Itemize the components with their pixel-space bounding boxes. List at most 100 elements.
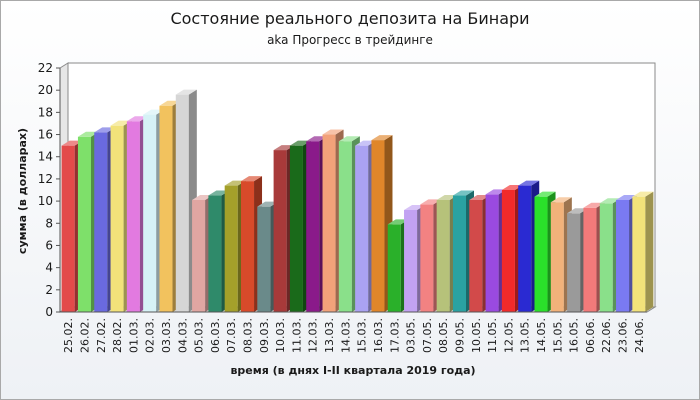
bar-top xyxy=(387,219,409,225)
x-tick-label: 05.03. xyxy=(193,318,206,353)
x-tick-label: 13.03. xyxy=(323,318,336,353)
bar-top xyxy=(208,190,230,196)
bar-top xyxy=(534,191,556,197)
y-tick-label: 8 xyxy=(45,216,53,230)
bar-top xyxy=(175,89,197,95)
y-tick-label: 2 xyxy=(45,283,53,297)
bar-front xyxy=(469,199,483,312)
x-tick-label: 07.03. xyxy=(225,318,238,353)
x-tick-label: 02.03. xyxy=(144,318,157,353)
bar-top xyxy=(583,202,605,208)
bar-front xyxy=(61,145,75,312)
x-tick-label: 03.05. xyxy=(405,318,418,353)
x-tick-label: 26.02. xyxy=(78,318,91,353)
bar-front xyxy=(452,195,467,312)
x-tick-label: 27.02. xyxy=(95,318,108,353)
bar-front xyxy=(110,125,124,312)
bar-top xyxy=(355,140,377,146)
bar-top xyxy=(192,194,214,200)
bar-front xyxy=(192,199,206,312)
x-tick-label: 06.06. xyxy=(584,318,597,353)
bar-front xyxy=(387,224,401,312)
y-tick-label: 16 xyxy=(38,128,53,142)
x-axis: 25.02. 26.02. 27.02. 28.02. 01.03. 02.03. 03.0… xyxy=(60,311,647,353)
x-tick-label: 08.05. xyxy=(437,318,450,353)
bar-front xyxy=(371,140,385,312)
bar-front xyxy=(338,141,352,312)
y-tick-label: 14 xyxy=(38,150,53,164)
x-tick-label: 07.05. xyxy=(421,318,434,353)
x-tick-label: 10.03. xyxy=(274,318,287,353)
x-tick-label: 11.05. xyxy=(486,318,499,353)
bar-top xyxy=(371,135,393,141)
bar-top xyxy=(240,176,263,182)
x-tick-label: 13.05. xyxy=(519,318,532,353)
x-tick-label: 17.03. xyxy=(388,318,401,353)
x-tick-label: 10.05. xyxy=(470,318,483,353)
y-axis-label: сумма (в долларах) xyxy=(16,128,29,254)
chart-title: Состояние реального депозита на Бинари xyxy=(170,9,529,28)
bar-top xyxy=(126,116,148,122)
bar-front xyxy=(632,196,646,312)
bar-top xyxy=(485,189,507,195)
bar-top xyxy=(322,129,344,135)
x-tick-label: 04.03. xyxy=(176,318,189,353)
bar-top xyxy=(616,194,638,200)
bar-top xyxy=(436,194,458,200)
bar-front xyxy=(583,207,597,312)
bar-top xyxy=(110,120,132,126)
bar-front xyxy=(208,195,222,312)
bar-top xyxy=(338,136,360,142)
bar-front xyxy=(126,121,140,313)
bar-front xyxy=(159,105,173,312)
x-tick-label: 09.03. xyxy=(258,318,271,353)
bar-top xyxy=(159,100,181,106)
y-tick-label: 12 xyxy=(38,172,53,186)
y-tick-label: 0 xyxy=(45,305,53,319)
bar-top xyxy=(94,127,116,133)
bar-front xyxy=(616,199,630,312)
chart-subtitle: aka Прогресс в трейдинге xyxy=(267,33,433,47)
bar-front xyxy=(94,132,108,312)
x-tick-label: 12.03. xyxy=(307,318,320,353)
x-tick-label: 16.05. xyxy=(568,318,581,353)
bar-top xyxy=(452,190,475,196)
bar-side xyxy=(645,191,654,312)
x-tick-label: 11.03. xyxy=(290,318,303,353)
x-tick-label: 15.05. xyxy=(551,318,564,353)
bar-front xyxy=(550,202,564,312)
bar-front xyxy=(534,196,548,312)
bar-front xyxy=(355,145,369,312)
bar-front xyxy=(257,206,271,312)
bar-front xyxy=(518,185,532,312)
x-tick-label: 16.03. xyxy=(372,318,385,353)
bar-top xyxy=(273,145,295,151)
bar-front xyxy=(273,150,287,312)
x-tick-label: 15.03. xyxy=(356,318,369,353)
bar-front xyxy=(420,204,434,312)
bar-top xyxy=(518,180,540,186)
x-tick-label: 25.02. xyxy=(62,318,75,353)
bar-front xyxy=(240,181,255,312)
bar-front xyxy=(501,190,515,312)
y-tick-label: 10 xyxy=(38,194,53,208)
x-axis-label: время (в днях I-II квартала 2019 года) xyxy=(230,364,475,377)
bar-top xyxy=(61,140,83,146)
bar-top xyxy=(632,191,654,197)
y-tick-label: 4 xyxy=(45,261,53,275)
bar-front xyxy=(143,114,157,312)
bar-top xyxy=(77,131,99,137)
bar-top xyxy=(567,208,589,214)
bar-top xyxy=(143,109,165,115)
bar-front xyxy=(599,203,613,312)
bar-top xyxy=(404,204,426,210)
bar-front xyxy=(289,145,303,312)
y-tick-label: 18 xyxy=(38,105,53,119)
bar-top xyxy=(420,199,442,205)
bar-top xyxy=(306,136,328,142)
bar-top xyxy=(469,194,491,200)
bar-top xyxy=(550,197,572,203)
x-tick-label: 03.03. xyxy=(160,318,173,353)
x-tick-label: 14.05. xyxy=(535,318,548,353)
x-tick-label: 23.06. xyxy=(617,318,630,353)
